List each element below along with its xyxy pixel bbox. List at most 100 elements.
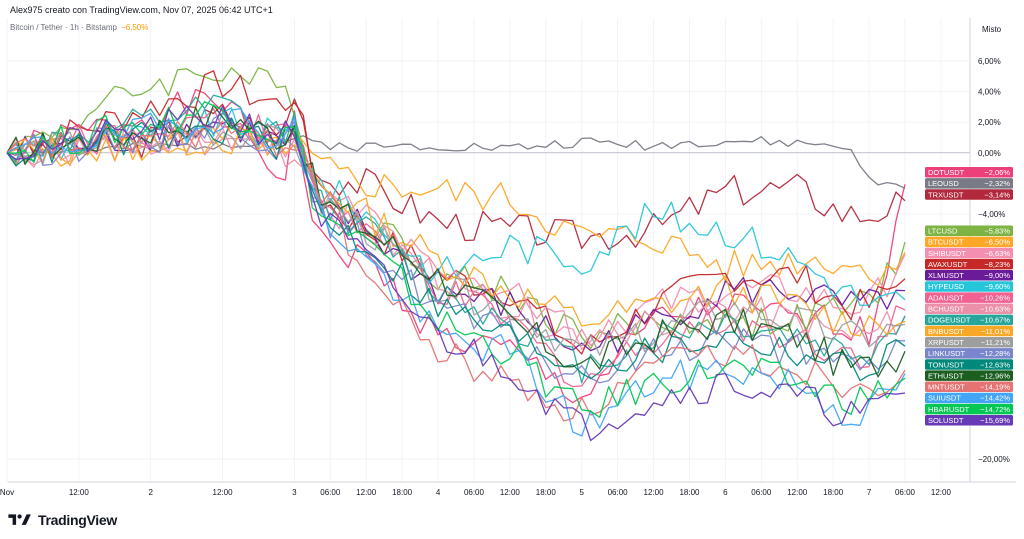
series-tag-bg	[925, 270, 1013, 281]
series-tag-name: HYPEUSD	[928, 282, 965, 291]
series-tag-value: −11,21%	[981, 338, 1011, 347]
series-tag-value: −10,67%	[980, 316, 1010, 325]
x-tick-label: 12:00	[644, 488, 665, 497]
series-tag-suiusdt: SUIUSDT −14,42%	[925, 392, 1013, 404]
x-tick-label: 18:00	[823, 488, 844, 497]
series-tag-value: −9,60%	[984, 282, 1010, 291]
series-tag-value: −15,69%	[980, 416, 1010, 425]
x-tick-label: 06:00	[608, 488, 629, 497]
x-tick-label: 12:00	[500, 488, 521, 497]
series-tag-bg	[925, 303, 1013, 314]
series-tag-value: −2,06%	[984, 168, 1010, 177]
series-tag-value: −14,42%	[980, 394, 1010, 403]
series-tag-mntusdt: MNTUSDT −14,19%	[925, 381, 1013, 393]
series-line-avaxusdt	[6, 70, 906, 355]
symbol-description: Bitcoin / Tether · 1h · Bitstamp	[10, 23, 118, 32]
series-tag-name: DOTUSDT	[928, 168, 965, 177]
series-tag-name: SHIBUSDT	[928, 249, 966, 258]
x-tick-label: 2	[148, 488, 153, 497]
symbol-change: −6,50%	[121, 23, 149, 32]
series-tag-bg	[925, 336, 1013, 348]
series-tag-value: −10,26%	[980, 293, 1010, 302]
series-tag-bg	[925, 247, 1013, 259]
y-tick-label: 0,00%	[978, 149, 1001, 158]
x-tick-label: 18:00	[392, 488, 413, 497]
series-line-mntusdt	[6, 120, 906, 422]
series-tag-name: LTCUSD	[928, 226, 958, 235]
series-tag-value: −6,63%	[984, 249, 1010, 258]
series-tag-solusdt: SOLUSDT −15,69%	[925, 415, 1013, 426]
series-tag-xrpusdt: XRPUSDT −11,21%	[925, 336, 1013, 348]
series-tag-value: −14,19%	[980, 383, 1010, 392]
scale-mode-label[interactable]: Misto	[982, 25, 1002, 34]
x-tick-label: 18:00	[536, 488, 557, 497]
series-tag-shibusdt: SHIBUSDT −6,63%	[925, 247, 1013, 259]
series-tag-value: −12,96%	[980, 371, 1010, 380]
series-line-solusdt	[6, 105, 906, 442]
series-tag-name: BCHUSDT	[928, 305, 965, 314]
series-tag-name: BNBUSDT	[928, 327, 964, 336]
x-tick-label: 06:00	[320, 488, 341, 497]
series-tag-dotusdt: DOTUSDT −2,06%	[925, 167, 1013, 178]
brand-name: TradingView	[38, 512, 117, 528]
y-tick-label: 4,00%	[978, 88, 1001, 97]
series-line-leousd	[6, 135, 906, 189]
series-tag-bg	[925, 403, 1013, 415]
series-tag-name: XLMUSDT	[928, 271, 964, 280]
series-lines	[6, 67, 906, 442]
series-line-ethusdt	[6, 104, 906, 378]
series-tag-value: −14,72%	[980, 405, 1010, 414]
series-tag-ltcusd: LTCUSD −5,83%	[925, 225, 1013, 236]
series-tag-value: −5,83%	[984, 226, 1010, 235]
series-tag-bg	[925, 178, 1013, 189]
series-tag-hypeusd: HYPEUSD −9,60%	[925, 281, 1013, 292]
series-tag-name: ETHUSDT	[928, 371, 964, 380]
x-tick-label: 06:00	[464, 488, 485, 497]
x-tick-label: 12:00	[787, 488, 808, 497]
series-tag-linkusdt: LINKUSDT −12,28%	[925, 348, 1013, 359]
series-tag-name: LINKUSDT	[928, 349, 966, 358]
series-tag-bg	[925, 167, 1013, 178]
series-tag-name: SOLUSDT	[928, 416, 964, 425]
series-tag-name: ADAUSDT	[928, 293, 964, 302]
series-line-xlmusdt	[6, 117, 906, 353]
series-tag-value: −12,28%	[980, 349, 1010, 358]
main-symbol-legend[interactable]: Bitcoin / Tether · 1h · Bitstamp −6,50%	[10, 23, 148, 32]
y-tick-label: −4,00%	[978, 210, 1005, 219]
series-tag-value: −6,50%	[984, 238, 1010, 247]
x-tick-label: 18:00	[679, 488, 700, 497]
series-tag-bg	[925, 415, 1013, 426]
series-line-btcusdt	[6, 124, 906, 287]
x-tick-label: 7	[867, 488, 872, 497]
series-tag-adausdt: ADAUSDT −10,26%	[925, 292, 1013, 303]
tradingview-logo: TradingView	[8, 511, 117, 529]
y-tick-label: 2,00%	[978, 118, 1001, 127]
series-tag-bg	[925, 292, 1013, 303]
series-tag-name: BTCUSDT	[928, 238, 964, 247]
series-line-hbarusdt	[6, 101, 906, 418]
series-tag-hbarusdt: HBARUSDT −14,72%	[925, 403, 1013, 415]
x-tick-label: 5	[579, 488, 584, 497]
x-tick-label: 3	[292, 488, 297, 497]
series-tag-value: −10,63%	[980, 305, 1010, 314]
series-tag-leousd: LEOUSD −2,32%	[925, 178, 1013, 189]
series-tag-bg	[925, 381, 1013, 393]
series-tag-bnbusdt: BNBUSDT −11,01%	[925, 325, 1013, 337]
series-tag-bg	[925, 189, 1013, 200]
series-tag-tonusdt: TONUSDT −12,63%	[925, 359, 1013, 370]
series-tag-name: MNTUSDT	[928, 383, 965, 392]
x-tick-label: 12:00	[356, 488, 377, 497]
series-tag-bg	[925, 359, 1013, 370]
series-tag-bg	[925, 258, 1013, 270]
series-tag-value: −2,32%	[984, 179, 1010, 188]
x-tick-label: 4	[436, 488, 441, 497]
x-tick-label: 6	[723, 488, 728, 497]
chart-attribution: Alex975 creato con TradingView.com, Nov …	[10, 5, 273, 15]
series-tag-value: −8,23%	[984, 260, 1010, 269]
series-tag-xlmusdt: XLMUSDT −9,00%	[925, 270, 1013, 281]
x-tick-label: 06:00	[751, 488, 772, 497]
series-tag-bg	[925, 370, 1013, 381]
series-tag-name: LEOUSD	[928, 179, 959, 188]
series-tag-trxusdt: TRXUSDT −3,14%	[925, 189, 1013, 200]
